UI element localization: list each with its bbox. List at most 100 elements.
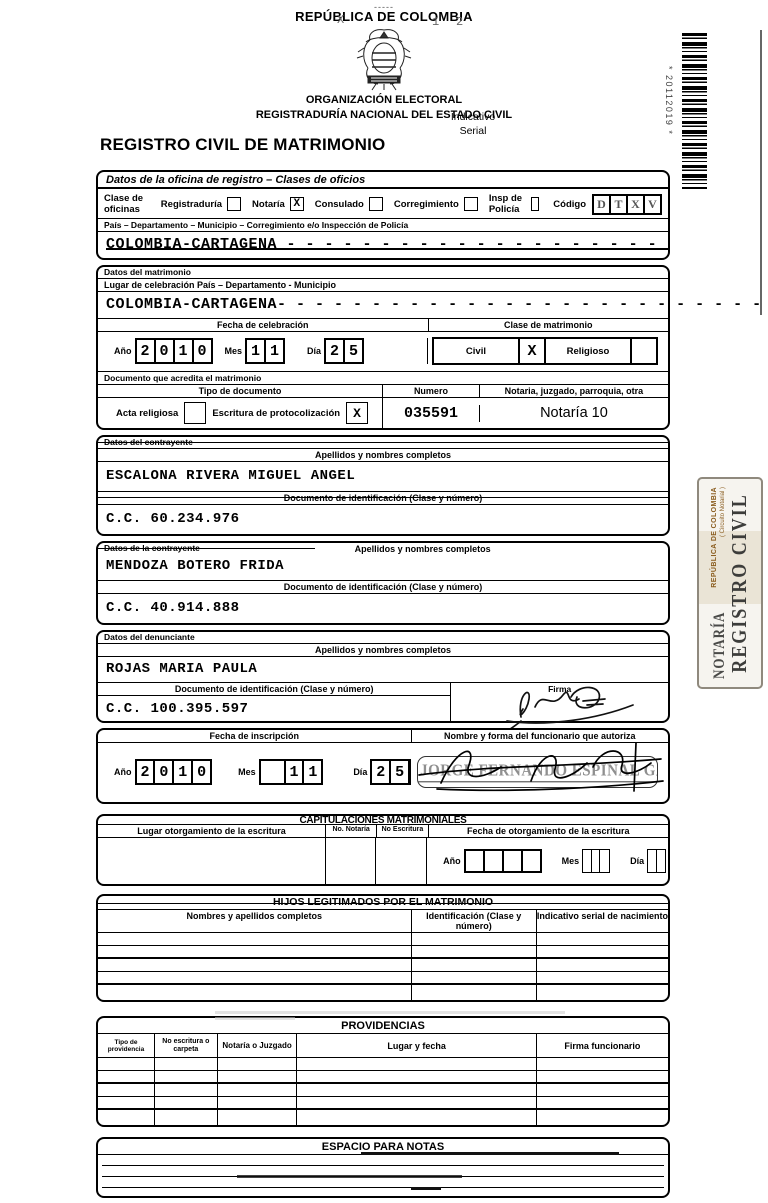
dia-label: Día bbox=[353, 767, 368, 777]
fecha-celebracion-header: Fecha de celebración bbox=[98, 319, 429, 332]
section-title-contrayente2: Datos de la contrayente bbox=[98, 543, 315, 555]
option-registraduria-label: Registraduría bbox=[160, 198, 223, 210]
section-capitulaciones: CAPITULACIONES MATRIMONIALES Lugar otorg… bbox=[96, 814, 670, 886]
dia-digit: 2 bbox=[324, 338, 346, 364]
stamp-republica-text: REPÚBLICA DE COLOMBIA bbox=[711, 487, 718, 588]
notaria-value: Notaría 10 bbox=[540, 405, 608, 421]
hijos-title: HIJOS LEGITIMADOS POR EL MATRIMONIO bbox=[98, 896, 668, 909]
checkbox-notaria: X bbox=[289, 197, 304, 211]
providencias-title: PROVIDENCIAS bbox=[98, 1018, 668, 1034]
apellidos-header: Apellidos y nombres completos bbox=[98, 644, 668, 657]
denunciante-documento-value: C.C. 100.395.597 bbox=[106, 701, 249, 717]
ano-digit: 0 bbox=[191, 338, 213, 364]
trailing-dashes: - - - - - - - - - - - - - - - - - - - - bbox=[286, 236, 658, 253]
prov-empty-row bbox=[98, 1097, 668, 1110]
lugar-celebracion-dashes: - - - - - - - - - - - - - - - - - - - - … bbox=[296, 296, 768, 313]
prov-empty-row bbox=[98, 1110, 668, 1125]
mes-digit: 1 bbox=[283, 759, 305, 785]
registraduria-nacional: REGISTRADURÍA NACIONAL DEL ESTADO CIVIL bbox=[255, 109, 513, 121]
fecha-inscripcion-header: Fecha de inscripción bbox=[98, 730, 412, 743]
prov-empty-row bbox=[98, 1071, 668, 1084]
dia-label: Día bbox=[630, 856, 645, 866]
apellidos-header: Apellidos y nombres completos bbox=[98, 449, 668, 462]
ano-digit: 0 bbox=[153, 759, 175, 785]
hijos-empty-row bbox=[98, 985, 668, 1000]
hijos-empty-row bbox=[98, 933, 668, 946]
section-title-denunciante: Datos del denunciante bbox=[98, 632, 668, 644]
lugar-celebracion-label: Lugar de celebración País – Departamento… bbox=[98, 279, 668, 292]
ano-digit-empty bbox=[520, 849, 542, 873]
ano-label: Año bbox=[443, 856, 461, 866]
fecha-otorgamiento-header: Fecha de otorgamiento de la escritura bbox=[428, 824, 668, 838]
ano-digit: 2 bbox=[134, 759, 156, 785]
pais-departamento-label: País – Departamento – Municipio – Correg… bbox=[98, 219, 668, 232]
hijos-col-identificacion: Identificación (Clase y número) bbox=[412, 910, 537, 932]
religioso-label: Religioso bbox=[543, 337, 633, 365]
numero-value: 035591 bbox=[383, 404, 480, 422]
ano-digit: 1 bbox=[172, 759, 194, 785]
section-contrayente: Datos del contrayente Apellidos y nombre… bbox=[96, 435, 670, 536]
ano-label: Año bbox=[114, 767, 132, 777]
stamp-notaria-text: NOTARÍA bbox=[709, 611, 728, 679]
section-title-oficina: Datos de la oficina de registro – Clases… bbox=[98, 172, 668, 189]
lugar-celebracion-value: COLOMBIA-CARTAGENA- bbox=[106, 296, 287, 313]
section-denunciante: Datos del denunciante Apellidos y nombre… bbox=[96, 630, 670, 744]
numero-header: Numero bbox=[383, 385, 480, 398]
prov-col-lugar: Lugar y fecha bbox=[297, 1034, 537, 1057]
barcode-number: * 20112019 * bbox=[664, 66, 674, 136]
prov-empty-row bbox=[98, 1084, 668, 1097]
section-title-matrimonio: Datos del matrimonio bbox=[98, 267, 668, 279]
ano-digit-empty bbox=[463, 849, 485, 873]
section-providencias: PROVIDENCIAS Tipo de providencia No escr… bbox=[96, 1016, 670, 1127]
contrayente2-documento-value: C.C. 40.914.888 bbox=[106, 600, 240, 616]
codigo-cell-v: V bbox=[643, 193, 662, 215]
republic-title: REPÚBLICA DE COLOMBIA bbox=[295, 9, 473, 24]
contrayente-documento-value: C.C. 60.234.976 bbox=[106, 511, 240, 527]
clase-oficinas-label: Clase de oficinas bbox=[104, 193, 144, 215]
mes-digit: 1 bbox=[302, 759, 324, 785]
documento-id-header: Documento de identificación (Clase y núm… bbox=[98, 581, 668, 594]
codigo-label: Código bbox=[553, 198, 586, 210]
indicativo-label: Indicativo bbox=[450, 111, 496, 123]
documento-acredita-label: Documento que acredita el matrimonio bbox=[98, 372, 668, 385]
ano-digit-empty bbox=[482, 849, 504, 873]
civil-mark: X bbox=[517, 337, 546, 365]
prov-col-notaria: Notaría o Juzgado bbox=[218, 1034, 298, 1057]
apellidos-header: Apellidos y nombres completos bbox=[354, 544, 491, 554]
ano-digit: 2 bbox=[134, 338, 156, 364]
checkbox-consulado bbox=[368, 197, 383, 211]
mes-digit-empty bbox=[599, 849, 611, 873]
nota-line bbox=[102, 1152, 664, 1166]
nota-line bbox=[102, 1177, 664, 1190]
section-title-contrayente: Datos del contrayente bbox=[98, 437, 668, 449]
registro-civil-stamp: NOTARÍA REPÚBLICA DE COLOMBIA ( Circuito… bbox=[697, 477, 763, 689]
coat-of-arms bbox=[354, 26, 414, 97]
option-insp-policia-label: Insp de Policía bbox=[488, 193, 523, 215]
mes-digit: 1 bbox=[264, 338, 286, 364]
ano-digit-empty bbox=[501, 849, 523, 873]
dia-label: Día bbox=[307, 346, 322, 356]
contrayente2-nombre-value: MENDOZA BOTERO FRIDA bbox=[98, 555, 668, 581]
ano-label: Año bbox=[114, 346, 132, 356]
mes-digit: 1 bbox=[245, 338, 267, 364]
footer-smudge bbox=[215, 1017, 295, 1020]
section-notas: ESPACIO PARA NOTAS bbox=[96, 1137, 670, 1198]
serial-label: Serial bbox=[459, 125, 487, 137]
no-notaria-cell bbox=[324, 838, 376, 884]
stamp-circuito-text: ( Circuito Notarial ) bbox=[720, 487, 726, 538]
hijos-empty-row bbox=[98, 959, 668, 972]
lugar-otorgamiento-header: Lugar otorgamiento de la escritura bbox=[98, 824, 326, 838]
pais-value-row: COLOMBIA-CARTAGENA - - - - - - - - - - -… bbox=[98, 232, 668, 258]
top-dashes: ----- bbox=[374, 2, 394, 12]
checkbox-registraduria bbox=[227, 197, 242, 211]
hijos-col-nombres: Nombres y apellidos completos bbox=[98, 910, 412, 932]
section-contrayente2: Datos de la contrayente Apellidos y nomb… bbox=[96, 541, 670, 625]
contrayente-nombre-value: ESCALONA RIVERA MIGUEL ANGEL bbox=[98, 462, 668, 492]
ano-digit: 0 bbox=[191, 759, 213, 785]
nota-line bbox=[102, 1166, 664, 1178]
scan-edge-line bbox=[760, 30, 762, 315]
civil-label: Civil bbox=[431, 337, 521, 365]
prov-empty-row bbox=[98, 1058, 668, 1071]
overlay-mark: X bbox=[337, 13, 345, 27]
acta-religiosa-mark bbox=[184, 402, 207, 424]
